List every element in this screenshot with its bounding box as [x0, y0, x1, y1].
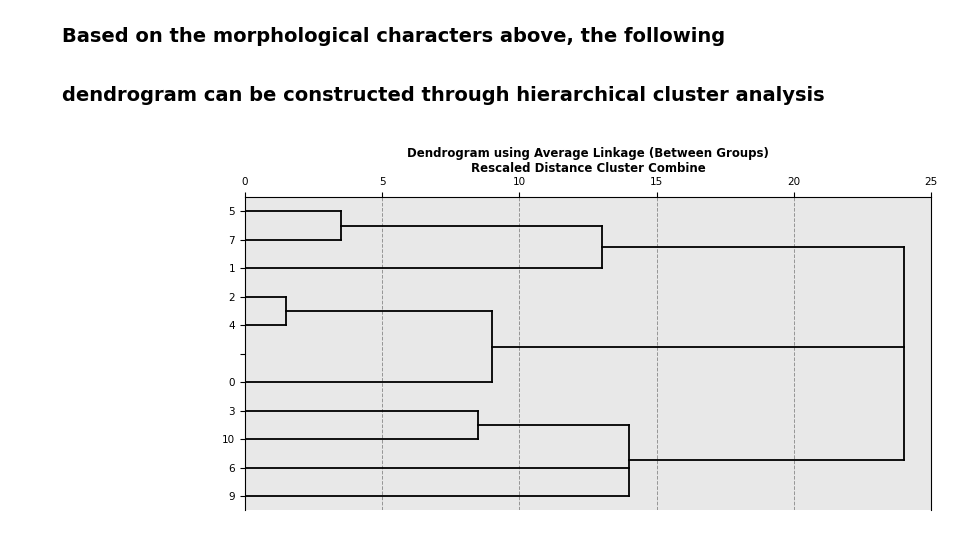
Title: Dendrogram using Average Linkage (Between Groups)
Rescaled Distance Cluster Comb: Dendrogram using Average Linkage (Betwee…: [407, 147, 769, 175]
Text: dendrogram can be constructed through hierarchical cluster analysis: dendrogram can be constructed through hi…: [62, 86, 825, 105]
Text: Based on the morphological characters above, the following: Based on the morphological characters ab…: [62, 27, 726, 46]
